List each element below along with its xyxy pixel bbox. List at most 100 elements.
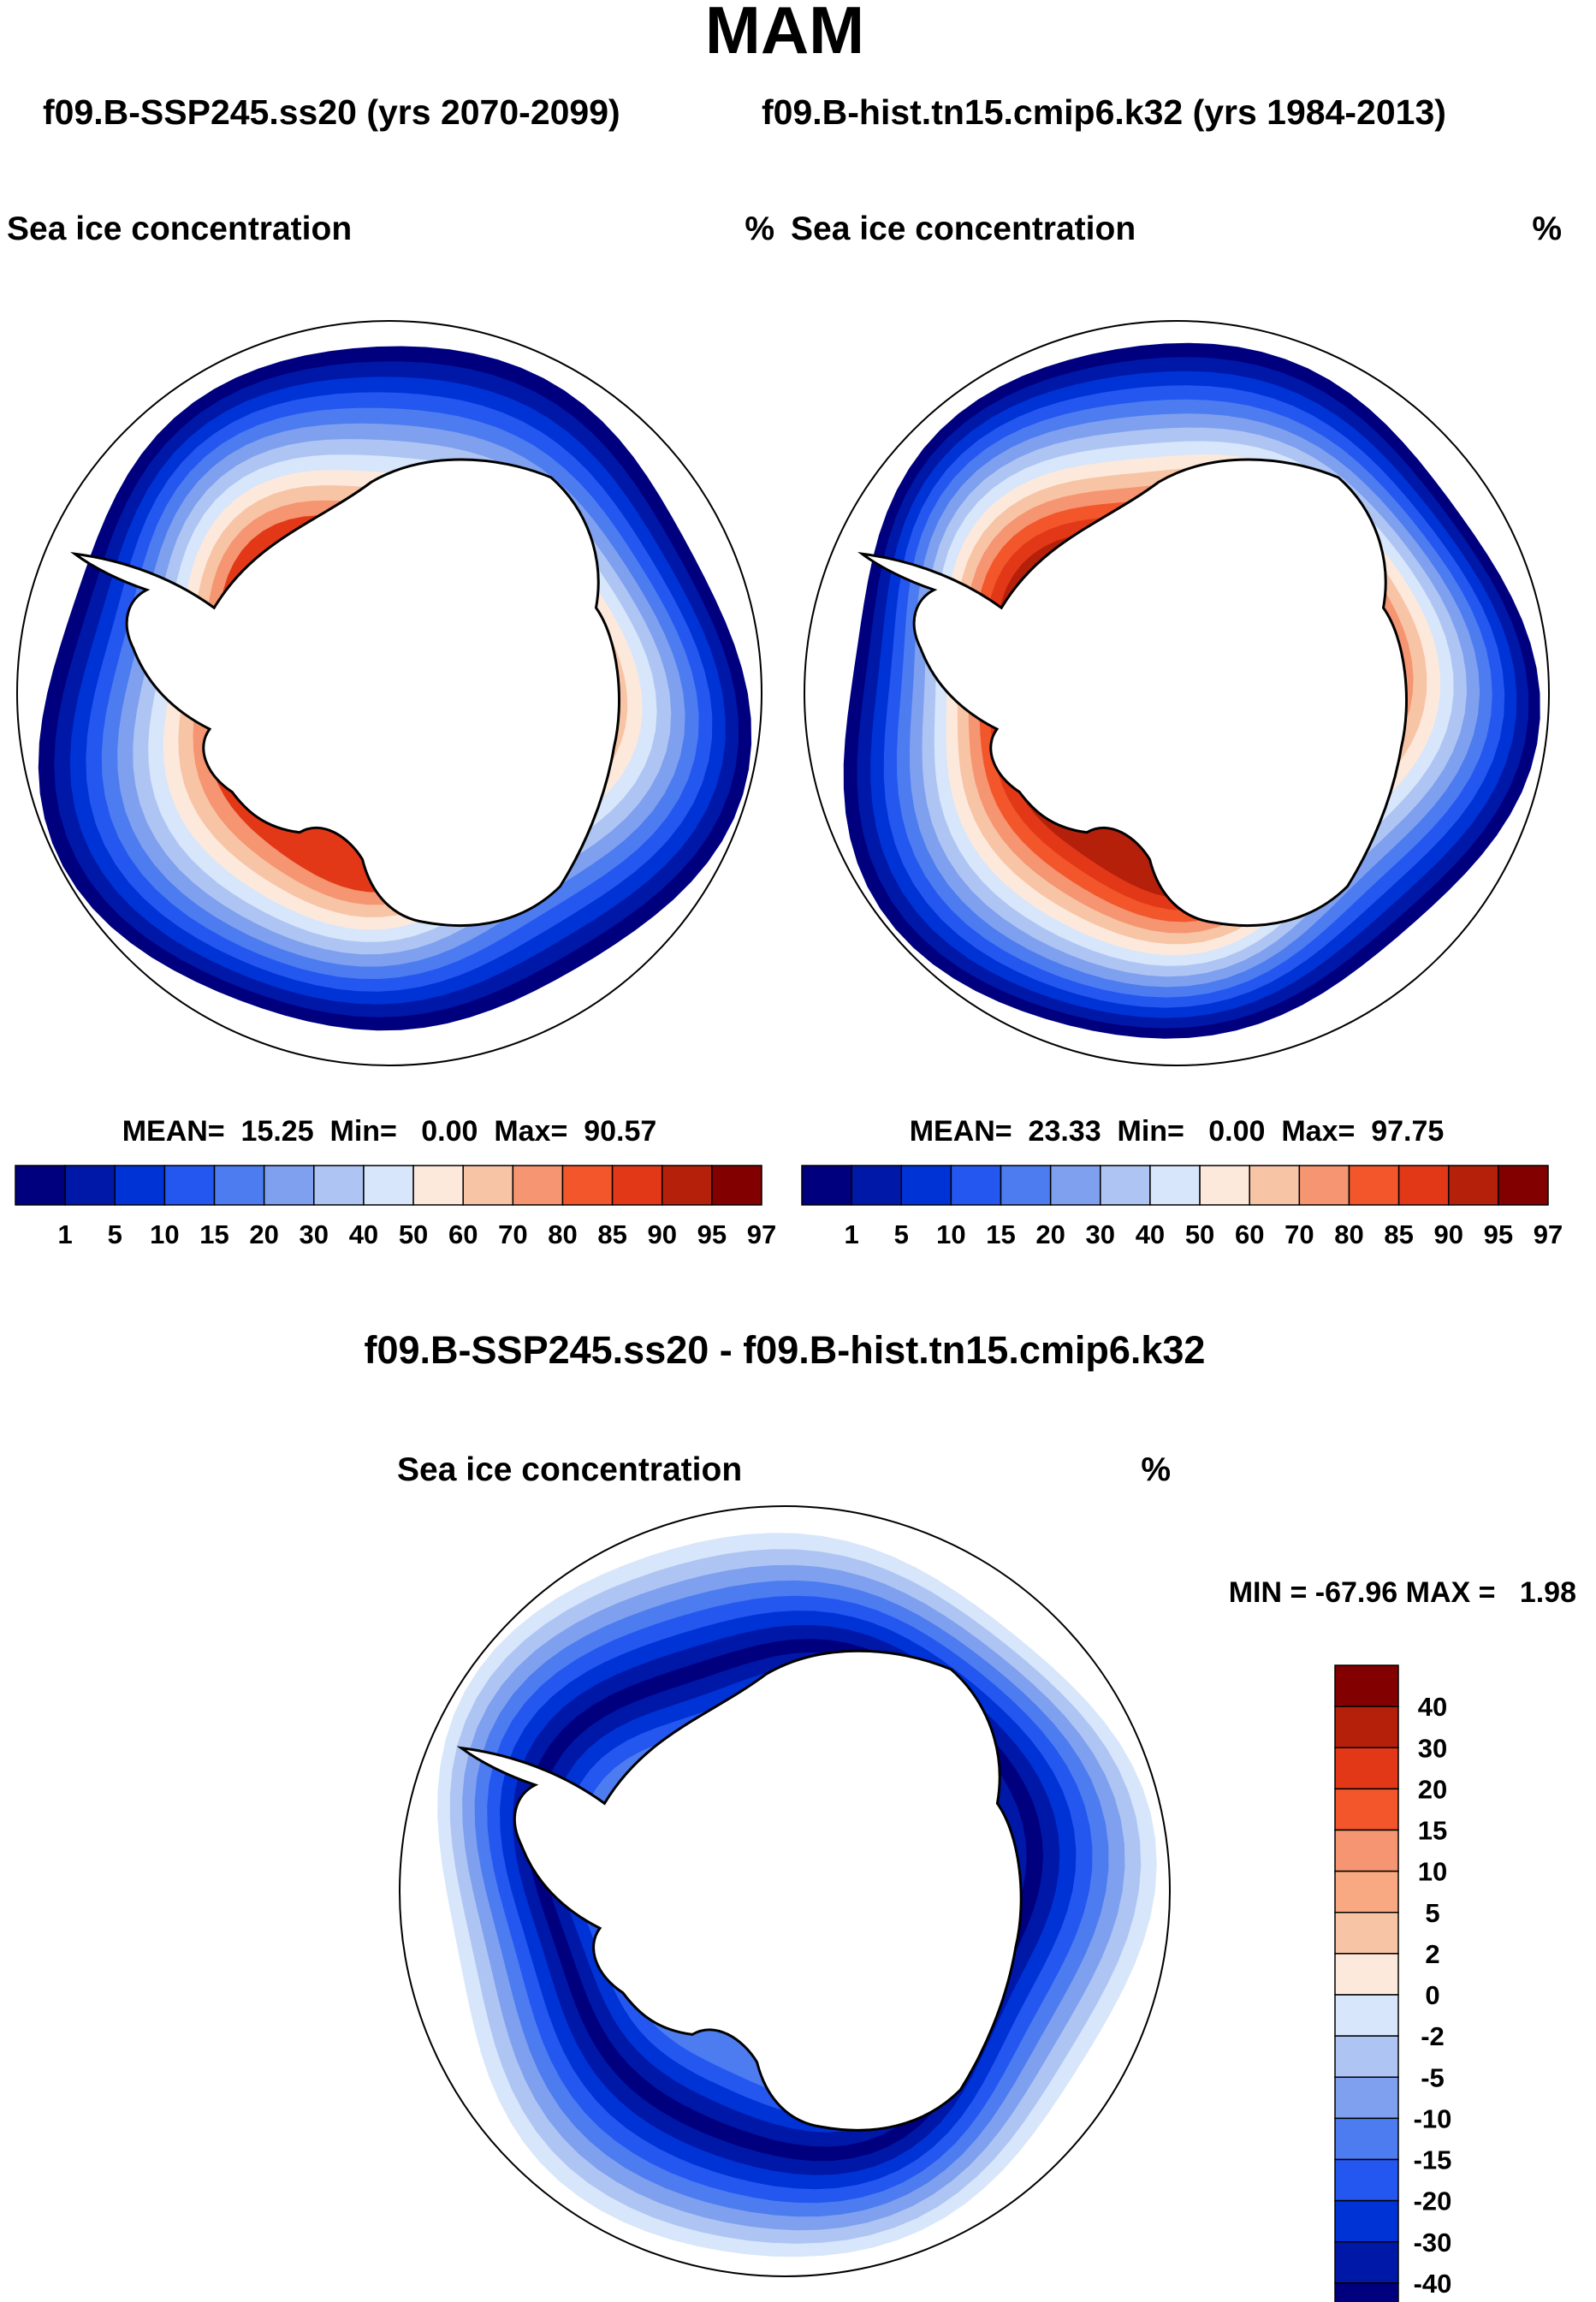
colorbar-swatch (1334, 1870, 1399, 1913)
colorbar-swatch (1334, 2035, 1399, 2078)
colorbar-swatch (64, 1165, 116, 1206)
colorbar-tick-label: 15 (199, 1219, 228, 1249)
colorbar-swatch (1334, 1788, 1399, 1831)
colorbar-swatch (114, 1165, 166, 1206)
colorbar-tick-label: 85 (1384, 1219, 1413, 1249)
colorbar-tick-label: 95 (1484, 1219, 1513, 1249)
map-boundary (16, 320, 762, 1066)
colorbar-tick-label: 10 (150, 1219, 179, 1249)
colorbar-swatch (1334, 1912, 1399, 1955)
colorbar-swatch (950, 1165, 1002, 1206)
colorbar-tick-label: 1 (845, 1219, 859, 1249)
colorbar-tick-label: -15 (1414, 2145, 1452, 2175)
colorbar-swatch (512, 1165, 564, 1206)
colorbar-tick-label: 30 (1418, 1733, 1447, 1763)
figure-title: MAM (705, 0, 864, 68)
colorbar-swatch (1447, 1165, 1499, 1206)
map-panel-3 (399, 1505, 1171, 2277)
colorbar-tick-label: 10 (936, 1219, 965, 1249)
panel2-variable: Sea ice concentration (791, 211, 1136, 247)
colorbar-swatch (313, 1165, 365, 1206)
map-panel-1 (16, 320, 762, 1066)
panel1-units: % (745, 211, 774, 247)
colorbar-tick-label: 30 (300, 1219, 329, 1249)
map-boundary (804, 320, 1550, 1066)
colorbar-tick-label: 97 (1534, 1219, 1563, 1249)
colorbar-tick-label: 2 (1425, 1939, 1439, 1969)
colorbar-swatch (611, 1165, 663, 1206)
colorbar-swatch (1334, 1706, 1399, 1748)
colorbar-tick-label: 50 (1185, 1219, 1214, 1249)
map-panel-2 (804, 320, 1550, 1066)
panel3-variable: Sea ice concentration (397, 1451, 742, 1488)
colorbar-swatch (163, 1165, 216, 1206)
colorbar-swatch (561, 1165, 614, 1206)
panel1-variable: Sea ice concentration (7, 211, 352, 247)
colorbar-swatch (851, 1165, 903, 1206)
colorbar-tick-label: 15 (986, 1219, 1015, 1249)
panel1-stats: MEAN= 15.25 Min= 0.00 Max= 90.57 (122, 1115, 657, 1148)
map-boundary (399, 1505, 1171, 2277)
colorbar-tick-label: 5 (108, 1219, 122, 1249)
colorbar-tick-label: 20 (249, 1219, 278, 1249)
colorbar-swatch (1334, 2158, 1399, 2202)
colorbar-swatch (711, 1165, 762, 1206)
panel2-stats: MEAN= 23.33 Min= 0.00 Max= 97.75 (910, 1115, 1445, 1148)
colorbar-swatch (801, 1165, 852, 1206)
colorbar-tick-label: 40 (1136, 1219, 1165, 1249)
colorbar-tick-label: 60 (1235, 1219, 1264, 1249)
colorbar-tick-label: 97 (747, 1219, 776, 1249)
colorbar-tick-label: 90 (647, 1219, 676, 1249)
subtitle-right: f09.B-hist.tn15.cmip6.k32 (yrs 1984-2013… (762, 92, 1446, 132)
colorbar-swatch (412, 1165, 464, 1206)
colorbar-tick-label: -5 (1421, 2062, 1445, 2092)
colorbar-tick-label: 20 (1418, 1774, 1447, 1804)
colorbar-swatch (1334, 1829, 1399, 1872)
colorbar-swatch (1334, 1953, 1399, 1996)
colorbar-panel-2: 1 5 10 15 20 30 40 50 60 70 80 85 90 95 97 (801, 1165, 1563, 1249)
colorbar-swatch (1334, 1747, 1399, 1790)
colorbar-swatch (1298, 1165, 1350, 1206)
colorbar-tick-label: 70 (498, 1219, 527, 1249)
colorbar-swatch (263, 1165, 315, 1206)
colorbar-swatch (1199, 1165, 1250, 1206)
colorbar-tick-label: 0 (1425, 1980, 1439, 2010)
colorbar-swatch (1249, 1165, 1301, 1206)
colorbar-tick-label: -40 (1414, 2269, 1452, 2299)
panel2-units: % (1532, 211, 1562, 247)
colorbar-tick-label: 1 (58, 1219, 73, 1249)
colorbar-tick-label: -2 (1421, 2021, 1445, 2051)
colorbar-swatch (1000, 1165, 1052, 1206)
colorbar-tick-label: 15 (1418, 1816, 1447, 1846)
colorbar-tick-label: 95 (697, 1219, 727, 1249)
difference-title: f09.B-SSP245.ss20 - f09.B-hist.tn15.cmip… (365, 1328, 1206, 1372)
colorbar-swatch (900, 1165, 952, 1206)
colorbar-swatch (15, 1165, 66, 1206)
colorbar-swatch (1100, 1165, 1151, 1206)
colorbar-tick-label: -10 (1414, 2103, 1452, 2133)
colorbar-tick-label: 5 (1425, 1898, 1439, 1928)
colorbar-tick-label: 85 (597, 1219, 626, 1249)
colorbar-tick-label: 40 (349, 1219, 378, 1249)
colorbar-tick-label: 10 (1418, 1857, 1447, 1887)
colorbar-swatch (1397, 1165, 1450, 1206)
colorbar-swatch (1049, 1165, 1101, 1206)
colorbar-tick-label: 80 (548, 1219, 577, 1249)
colorbar-tick-label: -30 (1414, 2228, 1452, 2258)
colorbar-tick-label: 30 (1086, 1219, 1115, 1249)
colorbar-swatch (1334, 2076, 1399, 2120)
colorbar-swatch (1334, 2241, 1399, 2284)
colorbar-tick-label: 60 (448, 1219, 478, 1249)
colorbar-tick-label: 50 (399, 1219, 428, 1249)
colorbar-swatch (462, 1165, 514, 1206)
panel3-units: % (1141, 1451, 1171, 1488)
colorbar-tick-label: 20 (1035, 1219, 1065, 1249)
colorbar-swatch (1334, 2117, 1399, 2161)
colorbar-tick-label: 5 (894, 1219, 909, 1249)
colorbar-tick-label: 80 (1334, 1219, 1363, 1249)
colorbar-swatch (1149, 1165, 1201, 1206)
colorbar-swatch (213, 1165, 265, 1206)
colorbar-swatch (1334, 2282, 1399, 2302)
